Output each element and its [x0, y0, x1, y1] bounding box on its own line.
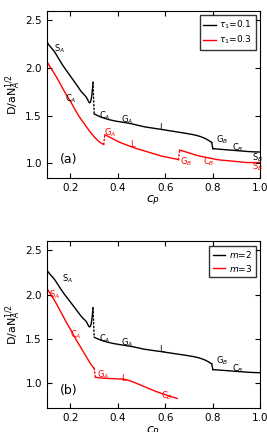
- Text: C$_A$: C$_A$: [65, 92, 76, 105]
- Text: L: L: [159, 345, 164, 354]
- Text: (b): (b): [60, 384, 77, 397]
- Text: G$_B$: G$_B$: [217, 355, 229, 367]
- Text: G$_A$: G$_A$: [121, 113, 134, 126]
- Text: L: L: [121, 374, 126, 383]
- Text: G$_A$: G$_A$: [121, 336, 134, 349]
- Text: G$_B$: G$_B$: [180, 156, 192, 168]
- Text: C$_B$: C$_B$: [203, 156, 215, 168]
- Text: S$_A$: S$_A$: [62, 272, 73, 285]
- Y-axis label: D/aN$_A^{1/2}$: D/aN$_A^{1/2}$: [4, 74, 24, 115]
- X-axis label: $c_P$: $c_P$: [147, 194, 160, 207]
- Text: L: L: [159, 123, 164, 132]
- Text: G$_A$: G$_A$: [104, 127, 116, 139]
- Text: C$_A$: C$_A$: [70, 328, 82, 341]
- Legend: $\tau_1$=0.1, $\tau_1$=0.3: $\tau_1$=0.1, $\tau_1$=0.3: [199, 15, 256, 50]
- Text: (a): (a): [60, 153, 77, 166]
- Text: C$_B$: C$_B$: [232, 362, 244, 375]
- Text: C$_A$: C$_A$: [99, 110, 111, 122]
- Text: C$_A$: C$_A$: [99, 333, 111, 345]
- Y-axis label: D/aN$_A^{1/2}$: D/aN$_A^{1/2}$: [4, 304, 24, 345]
- Text: S$_B$: S$_B$: [252, 161, 263, 173]
- Text: S$_B$: S$_B$: [252, 152, 263, 164]
- Text: G$_B$: G$_B$: [217, 133, 229, 146]
- Legend: $m$=2, $m$=3: $m$=2, $m$=3: [209, 246, 256, 277]
- Text: S$_A$: S$_A$: [49, 288, 60, 301]
- Text: C$_B$: C$_B$: [161, 389, 172, 402]
- Text: C$_B$: C$_B$: [232, 141, 244, 153]
- Text: G$_A$: G$_A$: [97, 368, 109, 381]
- X-axis label: $c_P$: $c_P$: [147, 425, 160, 432]
- Text: S$_A$: S$_A$: [54, 43, 65, 55]
- Text: L: L: [130, 140, 134, 149]
